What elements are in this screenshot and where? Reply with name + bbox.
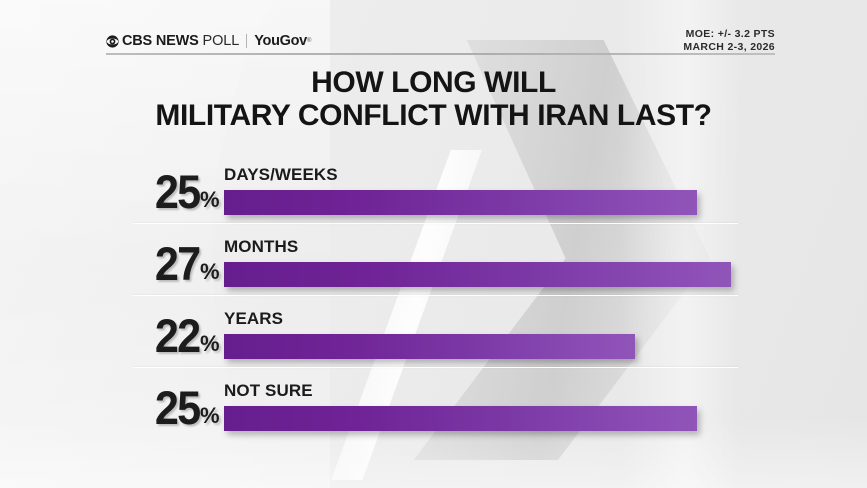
category-label: DAYS/WEEKS	[224, 165, 338, 184]
percent-sign: %	[199, 259, 220, 284]
header: CBS NEWS POLL YouGov ® MOE: +/- 3.2 PTS M…	[106, 28, 775, 54]
value-number: 25	[154, 380, 201, 434]
brand-cbs-news: CBS NEWS	[122, 33, 199, 49]
value-number: 27	[154, 236, 201, 290]
row-separator	[133, 367, 738, 368]
poll-date: MARCH 2-3, 2026	[683, 41, 775, 53]
value-label: 25 %	[133, 159, 220, 218]
value-label: 22 %	[133, 303, 220, 362]
bar-fill	[224, 190, 697, 215]
category-label: NOT SURE	[224, 381, 313, 400]
header-rule	[106, 53, 775, 55]
bar-chart: 25 % DAYS/WEEKS 27 % MONTHS 22 %	[0, 151, 867, 439]
brand-lockup: CBS NEWS POLL YouGov ®	[106, 33, 311, 49]
title-line-1: HOW LONG WILL	[311, 66, 556, 99]
chart-row: 27 % MONTHS	[0, 223, 867, 295]
chart-row: 25 % DAYS/WEEKS	[0, 151, 867, 223]
row-separator	[133, 295, 738, 296]
row-separator	[133, 223, 738, 224]
trademark-mark: ®	[306, 38, 312, 44]
chart-row: 22 % YEARS	[0, 295, 867, 367]
brand-divider	[246, 34, 248, 48]
value-label: 25 %	[133, 375, 220, 434]
percent-sign: %	[199, 331, 220, 356]
percent-sign: %	[199, 403, 220, 428]
bar-track	[224, 334, 635, 359]
brand-yougov: YouGov	[254, 33, 307, 49]
margin-of-error: MOE: +/- 3.2 PTS	[685, 28, 775, 40]
value-label: 27 %	[133, 231, 220, 290]
poll-meta: MOE: +/- 3.2 PTS MARCH 2-3, 2026	[683, 28, 775, 54]
bar-fill	[224, 262, 731, 287]
brand-poll: POLL	[202, 33, 240, 49]
title-line-2: MILITARY CONFLICT WITH IRAN LAST?	[155, 99, 712, 132]
bar-fill	[224, 406, 697, 431]
page-title: HOW LONG WILL MILITARY CONFLICT WITH IRA…	[0, 66, 867, 132]
chart-row: 25 % NOT SURE	[0, 367, 867, 439]
bar-track	[224, 406, 697, 431]
category-label: YEARS	[224, 309, 284, 328]
cbs-eye-icon	[106, 34, 119, 48]
bar-fill	[224, 334, 635, 359]
value-number: 25	[154, 164, 201, 218]
category-label: MONTHS	[224, 237, 299, 256]
percent-sign: %	[199, 187, 220, 212]
bar-track	[224, 190, 697, 215]
value-number: 22	[154, 308, 201, 362]
bar-track	[224, 262, 731, 287]
